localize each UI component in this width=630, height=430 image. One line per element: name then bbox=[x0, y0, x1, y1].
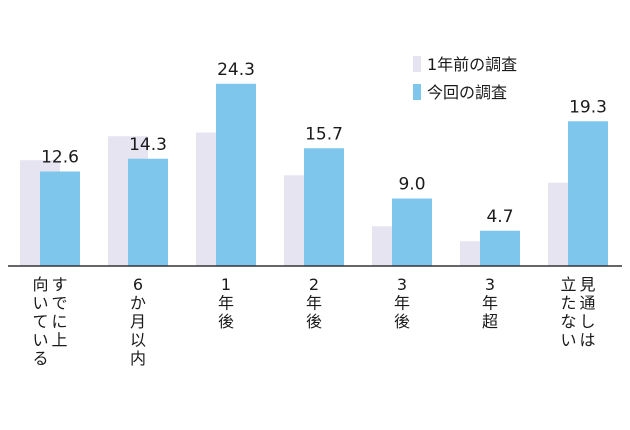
legend: 1年前の調査 今回の調査 bbox=[413, 55, 517, 102]
category-label-0-line1-char0: 向 bbox=[32, 275, 48, 294]
category-label-4-line0-char2: 後 bbox=[394, 312, 410, 331]
value-label-0: 12.6 bbox=[41, 148, 79, 168]
legend-swatch-current bbox=[413, 84, 421, 100]
category-label-6-line1-char3: い bbox=[560, 331, 576, 350]
category-label-6-line0-char0: 見 bbox=[579, 275, 595, 294]
category-label-1-line0-char0: 6 bbox=[133, 275, 143, 294]
bar-current-5 bbox=[480, 230, 520, 266]
bars-group bbox=[20, 83, 608, 266]
category-label-6-line0-char1: 通 bbox=[579, 294, 595, 313]
category-label-0-line1-char4: る bbox=[32, 349, 48, 368]
category-label-2-line0-char0: 1 bbox=[221, 275, 231, 294]
legend-label-previous: 1年前の調査 bbox=[427, 55, 517, 74]
category-label-2-line0-char2: 後 bbox=[218, 312, 234, 331]
category-label-1-line0-char3: 以 bbox=[130, 331, 146, 350]
category-label-6-line0-char3: は bbox=[579, 331, 595, 350]
bar-current-4 bbox=[392, 198, 432, 266]
category-label-6-line1-char1: た bbox=[560, 294, 576, 313]
category-label-0-line0-char1: で bbox=[51, 294, 67, 313]
value-label-3: 15.7 bbox=[305, 124, 343, 144]
category-label-6-line1-char2: な bbox=[560, 312, 576, 331]
category-label-2-line0-char1: 年 bbox=[218, 294, 234, 313]
category-label-5-line0-char0: 3 bbox=[485, 275, 495, 294]
value-label-4: 9.0 bbox=[398, 175, 425, 195]
legend-swatch-previous bbox=[413, 56, 421, 72]
category-label-5-line0-char2: 超 bbox=[482, 312, 498, 331]
category-label-6-line0-char2: し bbox=[579, 312, 595, 331]
category-label-3-line0-char1: 年 bbox=[306, 294, 322, 313]
value-label-2: 24.3 bbox=[217, 60, 255, 80]
category-label-0-line0-char0: す bbox=[51, 275, 67, 294]
value-label-5: 4.7 bbox=[486, 207, 513, 227]
category-label-5-line0-char1: 年 bbox=[482, 294, 498, 313]
value-labels-group: 12.6 14.3 24.3 15.7 9.0 4.7 19.3 bbox=[41, 60, 607, 227]
category-label-0-line0-char3: 上 bbox=[51, 331, 67, 350]
bar-current-0 bbox=[40, 171, 80, 266]
category-label-6-line1-char0: 立 bbox=[560, 275, 576, 294]
category-label-3-line0-char2: 後 bbox=[306, 312, 322, 331]
category-label-1-line0-char4: 内 bbox=[130, 349, 146, 368]
category-label-0-line1-char1: い bbox=[32, 294, 48, 313]
category-label-4-line0-char0: 3 bbox=[397, 275, 407, 294]
bar-current-1 bbox=[128, 158, 168, 266]
legend-label-current: 今回の調査 bbox=[427, 83, 507, 102]
bar-current-2 bbox=[216, 83, 256, 266]
category-label-0-line1-char2: て bbox=[32, 312, 48, 331]
category-label-0-line1-char3: い bbox=[32, 331, 48, 350]
category-label-0-line0-char2: に bbox=[51, 312, 67, 331]
value-label-6: 19.3 bbox=[569, 97, 607, 117]
category-label-3-line0-char0: 2 bbox=[309, 275, 319, 294]
category-label-4-line0-char1: 年 bbox=[394, 294, 410, 313]
value-label-1: 14.3 bbox=[129, 135, 167, 155]
category-label-1-line0-char1: か bbox=[130, 294, 146, 313]
bar-current-6 bbox=[568, 121, 608, 266]
bar-current-3 bbox=[304, 148, 344, 266]
category-label-1-line0-char2: 月 bbox=[130, 312, 146, 331]
